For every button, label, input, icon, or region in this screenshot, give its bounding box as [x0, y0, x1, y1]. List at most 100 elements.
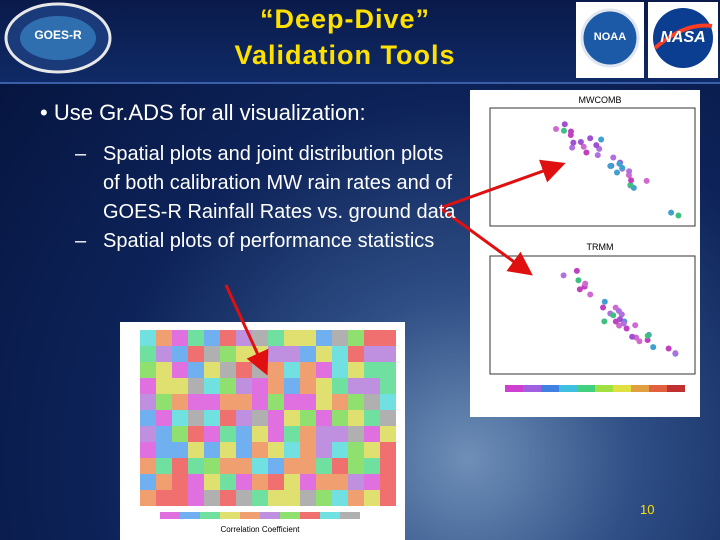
map-cell [380, 490, 396, 506]
map-cell [252, 378, 268, 394]
map-cell [300, 394, 316, 410]
dot [600, 304, 607, 311]
map-cell [204, 426, 220, 442]
map-cell [156, 362, 172, 378]
dot [573, 267, 580, 274]
map-cell [252, 330, 268, 346]
map-cell [316, 458, 332, 474]
swatch [613, 385, 631, 392]
map-cell [156, 442, 172, 458]
map-cell [380, 458, 396, 474]
dot [569, 144, 576, 151]
scatter-title: TRMM [587, 242, 614, 252]
nasa-swoosh [653, 23, 713, 50]
map-cell [332, 474, 348, 490]
dot [610, 312, 617, 319]
swatch [541, 385, 559, 392]
map-caption: Correlation Coefficient [220, 525, 300, 534]
map-cell [252, 442, 268, 458]
map-cell [188, 490, 204, 506]
swatch [180, 512, 200, 519]
map-cell [220, 426, 236, 442]
dot [601, 298, 608, 305]
map-cell [140, 362, 156, 378]
map-cell [316, 394, 332, 410]
map-cell [284, 394, 300, 410]
map-cell [252, 394, 268, 410]
map-cell [380, 474, 396, 490]
map-cell [140, 474, 156, 490]
map-cell [300, 458, 316, 474]
map-cell [236, 426, 252, 442]
dot [629, 333, 636, 340]
map-cell [284, 490, 300, 506]
map-cell [140, 378, 156, 394]
map-cell [300, 426, 316, 442]
map-cell [204, 362, 220, 378]
swatch [505, 385, 523, 392]
map-cell [316, 378, 332, 394]
map-cell [380, 362, 396, 378]
dot [567, 128, 574, 135]
map-cell [252, 474, 268, 490]
map-cell [140, 330, 156, 346]
map-cell [332, 346, 348, 362]
map-cell [252, 410, 268, 426]
sub-bullets: Spatial plots and joint distribution plo… [75, 140, 460, 256]
map-cell [172, 442, 188, 458]
map-cell [252, 426, 268, 442]
dot [617, 316, 624, 323]
dot [587, 135, 594, 142]
map-cell [220, 458, 236, 474]
map-cell [204, 330, 220, 346]
sub-bullet: Spatial plots and joint distribution plo… [75, 140, 460, 227]
map-cell [332, 426, 348, 442]
dot [643, 177, 650, 184]
map-cell [236, 474, 252, 490]
dot [614, 169, 621, 176]
map-cell [364, 394, 380, 410]
map-cell [156, 346, 172, 362]
map-cell [220, 490, 236, 506]
map-cell [348, 426, 364, 442]
scatter-panel [489, 107, 696, 227]
map-cell [300, 378, 316, 394]
title: “Deep-Dive” [259, 4, 431, 34]
dot [675, 212, 682, 219]
map-cell [300, 410, 316, 426]
swatch [200, 512, 220, 519]
map-cell [284, 362, 300, 378]
map-cell [236, 394, 252, 410]
map-cell [364, 362, 380, 378]
map-cell [268, 426, 284, 442]
map-cell [172, 362, 188, 378]
map-cell [284, 378, 300, 394]
map-cell [188, 474, 204, 490]
map-cell [220, 378, 236, 394]
dot [668, 209, 675, 216]
map-cell [156, 490, 172, 506]
map-cell [236, 410, 252, 426]
map-cell [348, 410, 364, 426]
map-cell [284, 410, 300, 426]
bullet-text: Use Gr.ADS for all visualization: [53, 100, 366, 125]
map-cell [300, 362, 316, 378]
map-cell [236, 490, 252, 506]
map-cell [236, 346, 252, 362]
map-cell [348, 458, 364, 474]
map-cell [204, 346, 220, 362]
swatch [595, 385, 613, 392]
map-cell [188, 442, 204, 458]
map-cell [348, 346, 364, 362]
map-cell [204, 442, 220, 458]
dot [620, 320, 627, 327]
map-cell [348, 378, 364, 394]
map-cell [380, 410, 396, 426]
map-cell [380, 330, 396, 346]
map-cell [284, 330, 300, 346]
goes-logo-inner [20, 16, 96, 60]
dot [618, 311, 625, 318]
dot [580, 143, 587, 150]
swatch [523, 385, 541, 392]
